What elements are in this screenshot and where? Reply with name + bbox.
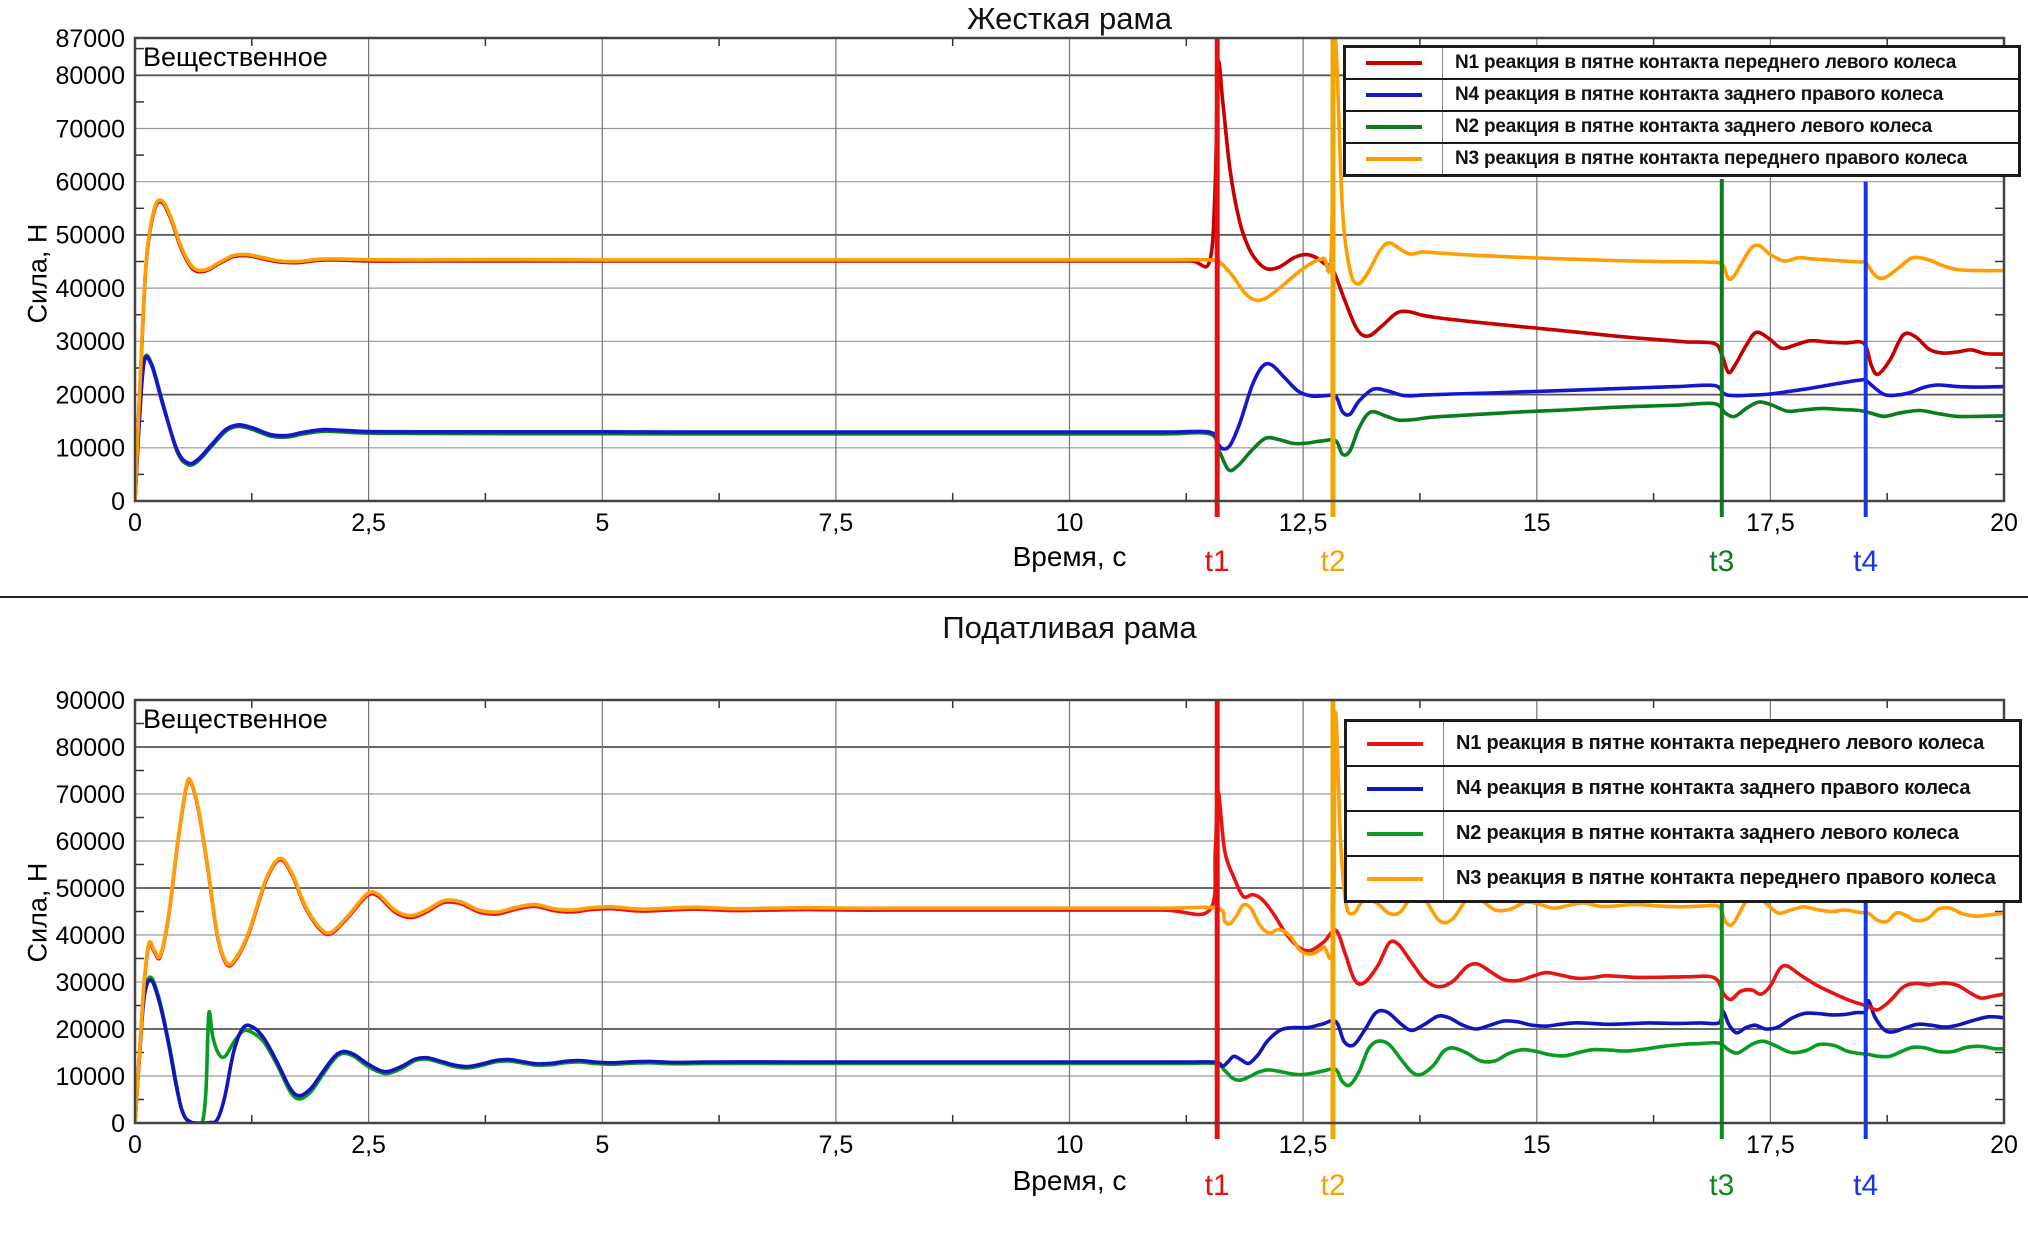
legend-label-n1: N1 реакция в пятне контакта переднего ле… — [1455, 52, 1957, 73]
marker-t3-label: t3 — [1709, 545, 1734, 578]
svg-text:0: 0 — [128, 1131, 142, 1159]
chart-divider — [0, 596, 2028, 598]
svg-text:12,5: 12,5 — [1279, 1131, 1328, 1159]
legend-rigid: N1 реакция в пятне контакта переднего ле… — [1343, 45, 2021, 177]
svg-text:40000: 40000 — [55, 922, 125, 950]
inner-label-rigid: Вещественное — [143, 42, 328, 72]
x-tick-labels: 0 2,5 5 7,5 10 12,5 15 17,5 20 — [128, 1131, 2018, 1159]
svg-text:10: 10 — [1056, 509, 1084, 537]
svg-text:15: 15 — [1523, 1131, 1551, 1159]
svg-text:70000: 70000 — [55, 781, 125, 809]
legend-label-n4: N4 реакция в пятне контакта заднего прав… — [1456, 777, 1971, 799]
legend-row-n4: N4 реакция в пятне контакта заднего прав… — [1347, 765, 2019, 810]
svg-text:20: 20 — [1990, 509, 2018, 537]
chart-block-rigid-frame: 0 10000 20000 30000 40000 50000 60000 70000 8000… — [0, 0, 2028, 597]
svg-text:5: 5 — [595, 509, 609, 537]
svg-text:80000: 80000 — [55, 62, 125, 90]
svg-text:5: 5 — [595, 1131, 609, 1159]
svg-text:60000: 60000 — [55, 828, 125, 856]
series-n4-curve — [135, 355, 2004, 501]
legend-swatch-n3 — [1346, 144, 1443, 174]
series-n4-curve — [135, 978, 2004, 1123]
chart-block-compliant-frame: 0 10000 20000 30000 40000 50000 60000 70000 8000… — [0, 597, 2028, 1240]
svg-text:10000: 10000 — [55, 1063, 125, 1091]
series-curves — [135, 710, 2004, 1123]
svg-text:0: 0 — [111, 1110, 125, 1138]
y-tick-labels: 0 10000 20000 30000 40000 50000 60000 70000 8000… — [55, 25, 125, 516]
plot-canvas: 0 10000 20000 30000 40000 50000 60000 70000 8000… — [55, 687, 2018, 1202]
svg-text:90000: 90000 — [55, 687, 125, 715]
x-axis-label-rigid: Время, с — [1012, 541, 1127, 572]
legend-row-n3: N3 реакция в пятне контакта переднего пр… — [1346, 142, 2018, 174]
svg-text:0: 0 — [111, 488, 125, 516]
y-axis-label-compliant: Сила, Н — [22, 862, 53, 963]
svg-text:60000: 60000 — [55, 168, 125, 196]
legend-label-n3: N3 реакция в пятне контакта переднего пр… — [1456, 867, 1996, 889]
marker-t3-label: t3 — [1709, 1169, 1734, 1202]
svg-text:2,5: 2,5 — [351, 509, 386, 537]
svg-text:40000: 40000 — [55, 275, 125, 303]
legend-label-n2: N2 реакция в пятне контакта заднего лево… — [1456, 822, 1959, 844]
legend-compliant: N1 реакция в пятне контакта переднего ле… — [1344, 719, 2022, 903]
svg-text:87000: 87000 — [55, 25, 125, 53]
svg-text:20000: 20000 — [55, 1016, 125, 1044]
y-tick-labels: 0 10000 20000 30000 40000 50000 60000 70000 8000… — [55, 687, 125, 1138]
svg-text:12,5: 12,5 — [1279, 509, 1328, 537]
plot-frame — [133, 698, 2006, 1125]
svg-text:50000: 50000 — [55, 222, 125, 250]
marker-t2-label: t2 — [1320, 1169, 1345, 1202]
plot-canvas: 0 10000 20000 30000 40000 50000 60000 70000 8000… — [55, 25, 2018, 578]
marker-t1-label: t1 — [1205, 1169, 1230, 1202]
chart-title-rigid: Жесткая рама — [966, 1, 1173, 36]
series-n3-curve — [135, 710, 2004, 1123]
marker-t2-label: t2 — [1320, 545, 1345, 578]
legend-swatch-n3 — [1347, 857, 1444, 900]
legend-swatch-n4 — [1347, 767, 1444, 810]
legend-swatch-n2 — [1346, 112, 1443, 142]
svg-text:7,5: 7,5 — [819, 509, 854, 537]
svg-text:17,5: 17,5 — [1746, 1131, 1795, 1159]
x-tick-labels: 0 2,5 5 7,5 10 12,5 15 17,5 20 — [128, 509, 2018, 537]
svg-text:80000: 80000 — [55, 734, 125, 762]
svg-text:70000: 70000 — [55, 115, 125, 143]
legend-row-n4: N4 реакция в пятне контакта заднего прав… — [1346, 78, 2018, 110]
plot-frame — [133, 36, 2006, 503]
legend-label-n1: N1 реакция в пятне контакта переднего ле… — [1456, 732, 1985, 754]
svg-text:17,5: 17,5 — [1746, 509, 1795, 537]
svg-text:20000: 20000 — [55, 381, 125, 409]
svg-text:2,5: 2,5 — [351, 1131, 386, 1159]
legend-label-n4: N4 реакция в пятне контакта заднего прав… — [1455, 84, 1944, 105]
legend-label-n2: N2 реакция в пятне контакта заднего лево… — [1455, 116, 1933, 137]
svg-text:30000: 30000 — [55, 969, 125, 997]
legend-swatch-n4 — [1346, 80, 1443, 110]
svg-text:30000: 30000 — [55, 328, 125, 356]
svg-text:7,5: 7,5 — [819, 1131, 854, 1159]
marker-t4-label: t4 — [1853, 1169, 1878, 1202]
legend-swatch-n1 — [1346, 48, 1443, 78]
svg-text:15: 15 — [1523, 509, 1551, 537]
svg-text:10: 10 — [1056, 1131, 1084, 1159]
legend-row-n3: N3 реакция в пятне контакта переднего пр… — [1347, 855, 2019, 900]
legend-row-n2: N2 реакция в пятне контакта заднего лево… — [1347, 810, 2019, 855]
x-axis-label-compliant: Время, с — [1012, 1165, 1127, 1196]
legend-label-n3: N3 реакция в пятне контакта переднего пр… — [1455, 148, 1968, 169]
svg-text:50000: 50000 — [55, 875, 125, 903]
legend-swatch-n2 — [1347, 812, 1444, 855]
inner-label-compliant: Вещественное — [143, 704, 328, 734]
legend-row-n1: N1 реакция в пятне контакта переднего ле… — [1346, 48, 2018, 78]
legend-row-n2: N2 реакция в пятне контакта заднего лево… — [1346, 110, 2018, 142]
legend-row-n1: N1 реакция в пятне контакта переднего ле… — [1347, 722, 2019, 765]
svg-text:0: 0 — [128, 509, 142, 537]
legend-swatch-n1 — [1347, 722, 1444, 765]
marker-t4-label: t4 — [1853, 545, 1878, 578]
y-axis-label-rigid: Сила, Н — [22, 223, 53, 324]
svg-text:20: 20 — [1990, 1131, 2018, 1159]
svg-text:10000: 10000 — [55, 435, 125, 463]
chart-title-compliant: Податливая рама — [942, 610, 1197, 645]
marker-t1-label: t1 — [1205, 545, 1230, 578]
